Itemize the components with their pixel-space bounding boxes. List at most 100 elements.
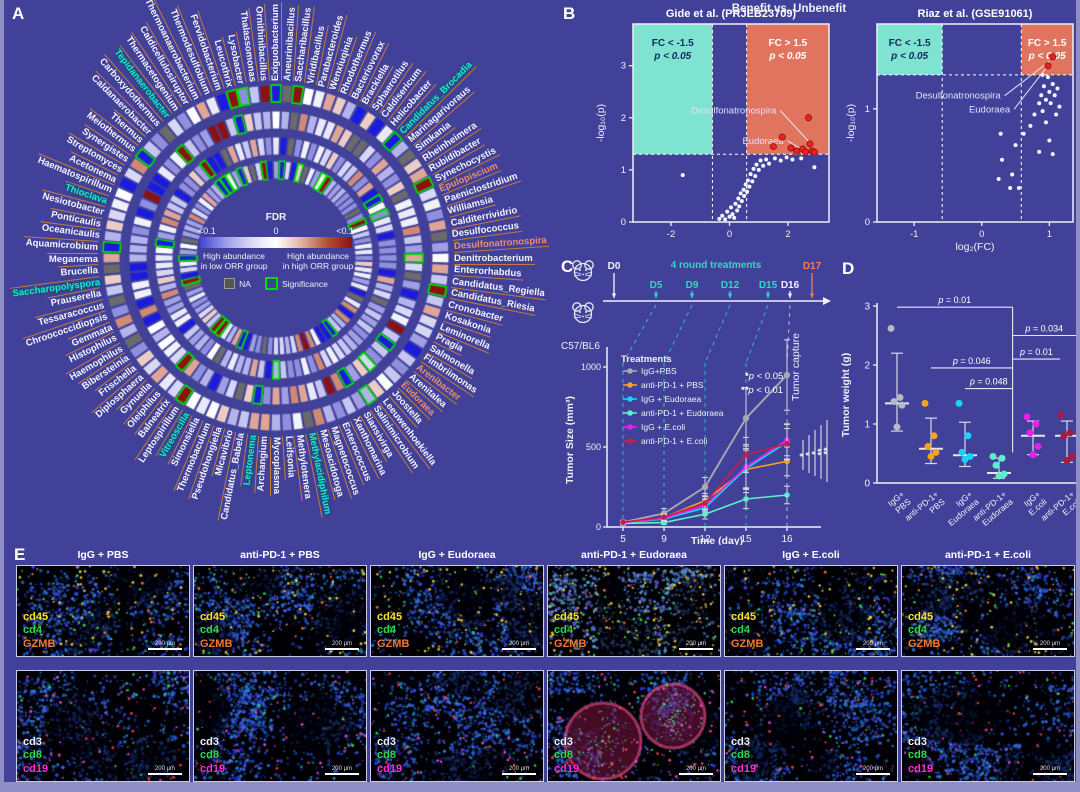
scale-bar-line xyxy=(148,773,182,775)
panel-a: A Caldanaerobacter Carboxydothermus Tepida… xyxy=(4,0,559,545)
panel-e-row1: cd45 cd4 GZMB 200 μm cd45 cd4 GZMB 200 μm cd45 cd… xyxy=(16,565,1076,657)
weight-point xyxy=(1034,442,1042,450)
micrograph-image xyxy=(16,670,190,782)
svg-text:2: 2 xyxy=(621,113,626,124)
marker-label: cd19 xyxy=(908,762,934,775)
svg-text:0: 0 xyxy=(621,217,626,228)
na-key: NA xyxy=(224,278,251,290)
fdr-high-orr-label: High abundance in high ORR group xyxy=(282,251,354,272)
significance-key: Significance xyxy=(264,277,328,291)
tumor-growth-chart: C57/BL6 4 round treatments D0 D5 D9 D12 D15 D16… xyxy=(559,255,837,550)
annotation-label: Desulfonatronospira xyxy=(916,91,1002,102)
taxon-label: Denitrobacterium xyxy=(454,252,535,265)
weight-point xyxy=(1068,452,1076,460)
scale-bar: 200 μm xyxy=(325,641,359,650)
sig-mark: * xyxy=(798,453,808,457)
svg-text:9: 9 xyxy=(661,534,667,545)
marker-label: cd4 xyxy=(554,624,573,636)
panel-d: D 0 1 2 3 Tumor weight (g) IgG+PBS anti-PD-1+P… xyxy=(837,255,1076,545)
marker-label: cd45 xyxy=(377,610,403,623)
p-value-label: p = 0.046 xyxy=(952,356,991,366)
weight-point xyxy=(1066,429,1074,437)
annotation-label: Desulfonatronospira xyxy=(691,106,777,117)
scale-bar-line xyxy=(679,648,713,650)
marker-label: cd4 xyxy=(908,624,927,636)
scale-bar-label: 200 μm xyxy=(685,641,707,647)
marker-label: cd45 xyxy=(908,610,934,623)
marker-label: GZMB xyxy=(554,637,587,650)
scale-bar-line xyxy=(325,648,359,650)
sig-points xyxy=(1044,53,1057,70)
weight-point xyxy=(1063,457,1071,465)
svg-text:0: 0 xyxy=(727,229,732,240)
micrograph-tile: cd45 cd4 GZMB 200 μm xyxy=(901,565,1075,657)
na-swatch xyxy=(224,278,236,290)
rounds-label: 4 round treatments xyxy=(671,260,762,271)
column-header: anti-PD-1 + E.coli xyxy=(944,549,1032,561)
region-down xyxy=(877,24,943,75)
svg-text:1: 1 xyxy=(865,104,870,115)
sig-mark: * xyxy=(804,452,814,456)
marker-labels: cd45 cd4 GZMB xyxy=(377,611,409,652)
weight-point xyxy=(958,448,966,456)
fdr-tick-mid: 0 xyxy=(273,226,279,236)
region-down xyxy=(633,24,713,155)
marker-label: cd8 xyxy=(908,749,927,761)
svg-text:p < 0.05: p < 0.05 xyxy=(768,51,806,62)
weight-point xyxy=(1057,411,1065,419)
annotation-line xyxy=(1004,60,1050,97)
weight-point xyxy=(1029,451,1037,459)
marker-labels: cd45 cd4 GZMB xyxy=(554,611,586,652)
legend-entry: IgG + E.coli xyxy=(641,422,685,432)
panel-d-label: D xyxy=(842,259,855,278)
group-label: IgG+Eudoraea xyxy=(940,489,981,528)
taxon-label: Meganema xyxy=(46,252,98,265)
weight-point xyxy=(1060,432,1068,440)
volcano-plot-gide: Gide et al. (PRJEB23709) -2 0 2 0 1 2 3 -log₁₀(p… xyxy=(593,2,837,257)
column-header: IgG + E.coli xyxy=(782,549,840,561)
svg-text:1: 1 xyxy=(1047,229,1052,240)
scale-bar: 200 μm xyxy=(325,766,359,775)
marker-label: cd45 xyxy=(23,610,49,623)
timeline-day-label: D15 xyxy=(759,280,778,291)
micrograph-image xyxy=(901,670,1075,782)
micrograph-image xyxy=(724,670,898,782)
marker-label: cd3 xyxy=(377,735,396,748)
marker-label: cd8 xyxy=(377,749,396,761)
group-label: anti-PD-1+PBS xyxy=(903,489,947,531)
micrograph-tile: cd3 cd8 cd19 200 μm xyxy=(193,670,367,782)
weight-point xyxy=(989,452,997,460)
panel-b: B Benefit vs. Unbenefit Gide et al. (PRJ… xyxy=(559,0,1076,255)
micrograph-tile: cd45 cd4 GZMB 200 μm xyxy=(370,565,544,657)
weight-point xyxy=(995,472,1003,480)
y-axis-label: -log₁₀(p) xyxy=(845,104,857,142)
mouse-icon xyxy=(572,302,594,324)
marker-label: cd8 xyxy=(23,749,42,761)
scale-bar-label: 200 μm xyxy=(1039,641,1061,647)
scale-bar-label: 200 μm xyxy=(685,766,707,772)
marker-label: cd8 xyxy=(554,749,573,761)
timeline-day-label: D12 xyxy=(721,280,740,291)
marker-labels: cd3 cd8 cd19 xyxy=(23,736,48,777)
sig-note: *p < 0.05 xyxy=(745,371,783,382)
timeline-day-label: D17 xyxy=(803,261,822,272)
y-axis-label: Tumor weight (g) xyxy=(840,353,852,437)
micrograph-image xyxy=(370,565,544,657)
weight-point xyxy=(992,461,1000,469)
sig-mark: ** xyxy=(816,448,826,456)
plot-title: Gide et al. (PRJEB23709) xyxy=(666,8,797,20)
micrograph-image xyxy=(193,565,367,657)
mouse-icon xyxy=(572,260,594,282)
marker-label: cd45 xyxy=(731,610,757,623)
micrograph-image xyxy=(547,670,721,782)
legend-entry: anti-PD-1 + PBS xyxy=(641,380,704,390)
weight-point xyxy=(964,432,972,440)
fdr-low-orr-label: High abundance in low ORR group xyxy=(200,251,268,272)
scale-bar: 200 μm xyxy=(856,766,890,775)
scale-bar-label: 200 μm xyxy=(154,641,176,647)
svg-text:2: 2 xyxy=(785,229,790,240)
scale-bar-line xyxy=(856,648,890,650)
micrograph-image xyxy=(193,670,367,782)
panel-e-headers: IgG + PBS anti-PD-1 + PBS IgG + Eudoraea an… xyxy=(16,545,1076,565)
